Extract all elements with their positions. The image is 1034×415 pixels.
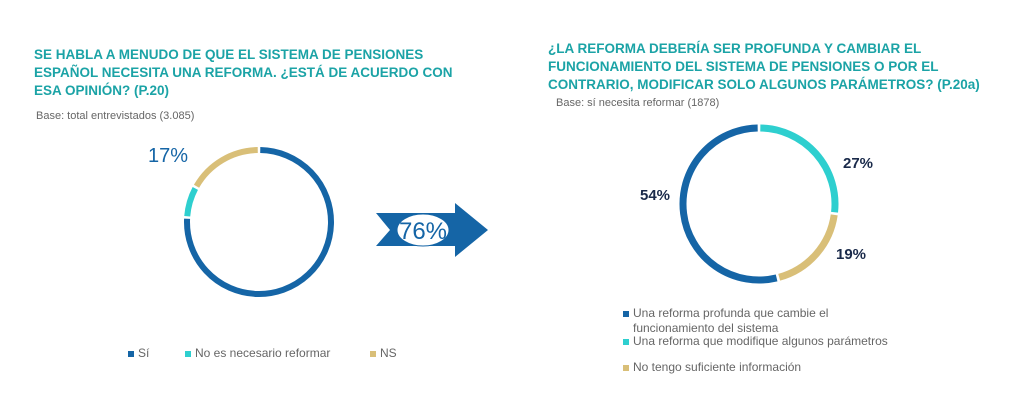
legend-swatch xyxy=(128,350,134,357)
right-label-parametros: 27% xyxy=(843,155,873,172)
legend-swatch xyxy=(370,350,376,357)
legend-item-parametros: Una reforma que modifique algunos paráme… xyxy=(623,334,888,349)
right-label-profunda: 54% xyxy=(640,187,670,204)
arrow-icon xyxy=(376,203,488,257)
legend-item-ns: NS xyxy=(370,346,397,361)
legend-swatch xyxy=(623,364,629,371)
right-label-nosabe: 19% xyxy=(836,246,866,263)
legend-item-profunda: Una reforma profunda que cambie el funci… xyxy=(623,306,853,336)
donut-segment-ns xyxy=(193,147,258,188)
left-label-ns: 17% xyxy=(148,145,188,167)
legend-item-nosabe: No tengo suficiente información xyxy=(623,360,801,375)
left-donut xyxy=(184,147,334,297)
legend-label: No es necesario reformar xyxy=(195,346,331,360)
left-label-si: 76% xyxy=(399,218,447,245)
legend-label: Una reforma profunda que cambie el funci… xyxy=(633,306,829,335)
left-chart-base: Base: total entrevistados (3.085) xyxy=(36,110,195,122)
legend-label: Una reforma que modifique algunos paráme… xyxy=(633,334,888,348)
legend-swatch xyxy=(185,350,191,357)
legend-label: No tengo suficiente información xyxy=(633,360,802,374)
legend-swatch xyxy=(623,310,629,317)
donut-segment-parametros xyxy=(760,124,839,213)
donut-segment-si xyxy=(184,147,334,297)
donut-segment-no-necesario xyxy=(184,187,199,217)
legend-label: NS xyxy=(380,346,397,360)
donut-segment-profunda xyxy=(679,124,778,284)
legend-swatch xyxy=(623,338,629,345)
left-chart-title: SE HABLA A MENUDO DE QUE EL SISTEMA DE P… xyxy=(34,47,453,98)
right-donut xyxy=(679,124,839,284)
legend-item-si: Sí xyxy=(128,346,149,361)
right-chart-title: ¿LA REFORMA DEBERÍA SER PROFUNDA Y CAMBI… xyxy=(548,41,980,92)
donut-segment-nosabe xyxy=(778,214,838,281)
right-chart-base: Base: sí necesita reformar (1878) xyxy=(556,97,720,109)
legend-item-no-necesario: No es necesario reformar xyxy=(185,346,330,361)
legend-label: Sí xyxy=(138,346,150,360)
